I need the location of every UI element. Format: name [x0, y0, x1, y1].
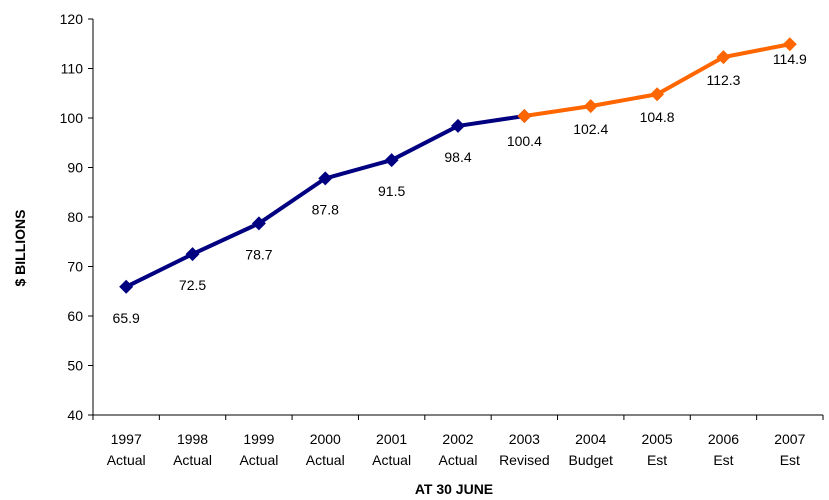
x-tick-label-2000: 2000 — [310, 431, 341, 447]
y-tick-label-70: 70 — [67, 259, 83, 275]
series-0-point-2002 — [451, 118, 465, 133]
y-tick-label-110: 110 — [61, 61, 84, 77]
y-tick-label-90: 90 — [67, 160, 83, 176]
x-tick-sublabel-2000: Actual — [306, 452, 345, 468]
data-label-1997: 65.9 — [113, 310, 140, 326]
x-tick-sublabel-2006: Est — [713, 452, 733, 468]
x-axis-title: AT 30 JUNE — [415, 481, 493, 497]
series-0-point-1999 — [251, 216, 266, 231]
x-tick-label-1999: 1999 — [243, 431, 274, 447]
data-label-2006: 112.3 — [706, 72, 740, 88]
data-label-2004: 102.4 — [573, 121, 608, 137]
x-tick-label-2007: 2007 — [774, 431, 805, 447]
data-label-2003: 100.4 — [507, 133, 542, 149]
x-tick-sublabel-2003: Revised — [499, 452, 550, 468]
series-0-point-1998 — [185, 247, 200, 262]
y-axis-title: $ BILLIONS — [12, 209, 28, 286]
series-0-point-2000 — [318, 171, 333, 186]
x-tick-label-2003: 2003 — [509, 431, 540, 447]
series-1-point-2007 — [782, 37, 797, 52]
x-tick-sublabel-2001: Actual — [372, 452, 411, 468]
series-1-line — [524, 42, 791, 118]
x-tick-sublabel-2004: Budget — [569, 452, 613, 468]
x-tick-label-2005: 2005 — [642, 431, 673, 447]
y-tick-label-40: 40 — [67, 407, 83, 423]
x-tick-label-2006: 2006 — [708, 431, 739, 447]
x-tick-sublabel-2007: Est — [780, 452, 800, 468]
x-tick-label-2002: 2002 — [442, 431, 473, 447]
series-1-point-2004 — [583, 99, 598, 114]
y-tick-label-50: 50 — [67, 358, 83, 374]
x-tick-sublabel-2002: Actual — [439, 452, 478, 468]
x-tick-label-1998: 1998 — [177, 431, 208, 447]
data-label-2005: 104.8 — [640, 109, 675, 125]
x-tick-label-2004: 2004 — [575, 431, 606, 447]
data-label-2001: 91.5 — [378, 183, 405, 199]
data-label-1998: 72.5 — [179, 277, 206, 293]
y-tick-label-60: 60 — [67, 308, 83, 324]
y-tick-label-80: 80 — [67, 209, 83, 225]
series-1-point-2005 — [650, 87, 665, 102]
series-1-point-2003 — [517, 109, 532, 124]
data-label-1999: 78.7 — [245, 246, 272, 262]
series-0-point-1997 — [119, 279, 134, 294]
series-1-point-2006 — [716, 50, 731, 65]
x-tick-sublabel-2005: Est — [647, 452, 667, 468]
data-label-2007: 114.9 — [773, 51, 807, 67]
series-0-point-2001 — [384, 153, 399, 168]
x-tick-sublabel-1997: Actual — [107, 452, 146, 468]
x-tick-sublabel-1998: Actual — [173, 452, 212, 468]
y-tick-label-120: 120 — [60, 11, 84, 27]
data-label-2000: 87.8 — [312, 201, 339, 217]
y-tick-label-100: 100 — [60, 110, 84, 126]
x-tick-label-2001: 2001 — [376, 431, 407, 447]
x-tick-sublabel-1999: Actual — [239, 452, 278, 468]
x-tick-label-1997: 1997 — [111, 431, 142, 447]
data-label-2002: 98.4 — [444, 149, 471, 165]
